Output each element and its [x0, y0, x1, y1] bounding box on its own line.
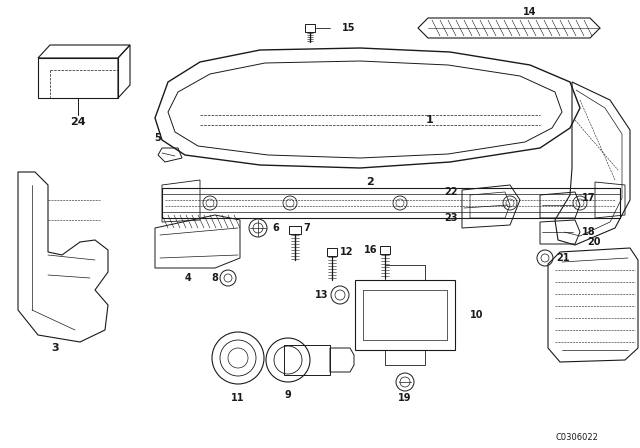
Text: 9: 9 — [285, 390, 291, 400]
Text: 4: 4 — [184, 273, 191, 283]
Text: 21: 21 — [556, 253, 570, 263]
Text: C0306022: C0306022 — [555, 434, 598, 443]
Text: 13: 13 — [314, 290, 328, 300]
Text: 11: 11 — [231, 393, 244, 403]
Text: 16: 16 — [364, 245, 377, 255]
Text: 2: 2 — [366, 177, 374, 187]
Text: 22: 22 — [445, 187, 458, 197]
Text: 12: 12 — [340, 247, 353, 257]
Text: 10: 10 — [470, 310, 483, 320]
Text: 6: 6 — [272, 223, 279, 233]
Text: 8: 8 — [211, 273, 218, 283]
Text: 20: 20 — [588, 237, 601, 247]
Text: 3: 3 — [51, 343, 59, 353]
Text: 18: 18 — [582, 227, 596, 237]
Text: 7: 7 — [303, 223, 310, 233]
Text: 14: 14 — [524, 7, 537, 17]
Text: 5: 5 — [155, 133, 161, 143]
Text: 1: 1 — [426, 115, 434, 125]
Text: 19: 19 — [398, 393, 412, 403]
Text: 17: 17 — [582, 193, 595, 203]
Text: 24: 24 — [70, 117, 86, 127]
Text: 15: 15 — [342, 23, 355, 33]
Text: 23: 23 — [445, 213, 458, 223]
